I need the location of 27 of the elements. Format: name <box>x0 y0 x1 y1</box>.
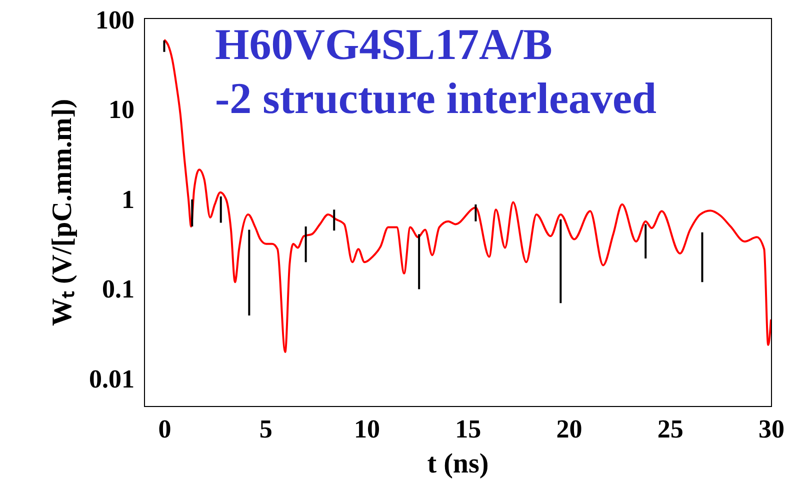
bar <box>220 196 222 223</box>
bar <box>474 204 477 222</box>
bar <box>560 219 562 304</box>
y-tick-label: 100 <box>96 5 134 34</box>
bar <box>191 199 194 226</box>
x-axis-title: t (ns) <box>427 448 489 480</box>
bar <box>248 230 250 316</box>
x-tick-label: 0 <box>158 414 172 444</box>
bar <box>163 40 166 52</box>
bar <box>644 224 647 258</box>
text: -2 structure interleaved <box>215 74 657 123</box>
x-tick-label: 5 <box>259 414 272 444</box>
x-tick-label: 10 <box>354 414 380 444</box>
chart-title: H60VG4SL17A/B <box>215 20 552 69</box>
x-tick-label: 15 <box>455 414 482 444</box>
x-tick-label: 30 <box>758 414 784 444</box>
bar <box>701 232 704 282</box>
y-axis-title: Wₜ (V/[pC.mm.m]) <box>47 98 78 326</box>
x-tick-label: 25 <box>657 414 684 444</box>
y-tick-label: 1 <box>122 184 134 214</box>
y-tick-label: 10 <box>108 95 134 124</box>
y-tick-label: 0.01 <box>89 364 134 394</box>
bar <box>304 226 307 262</box>
bar <box>333 210 336 231</box>
x-tick-label: 20 <box>556 414 582 444</box>
bar <box>418 234 420 290</box>
y-tick-label: 0.1 <box>102 274 134 304</box>
